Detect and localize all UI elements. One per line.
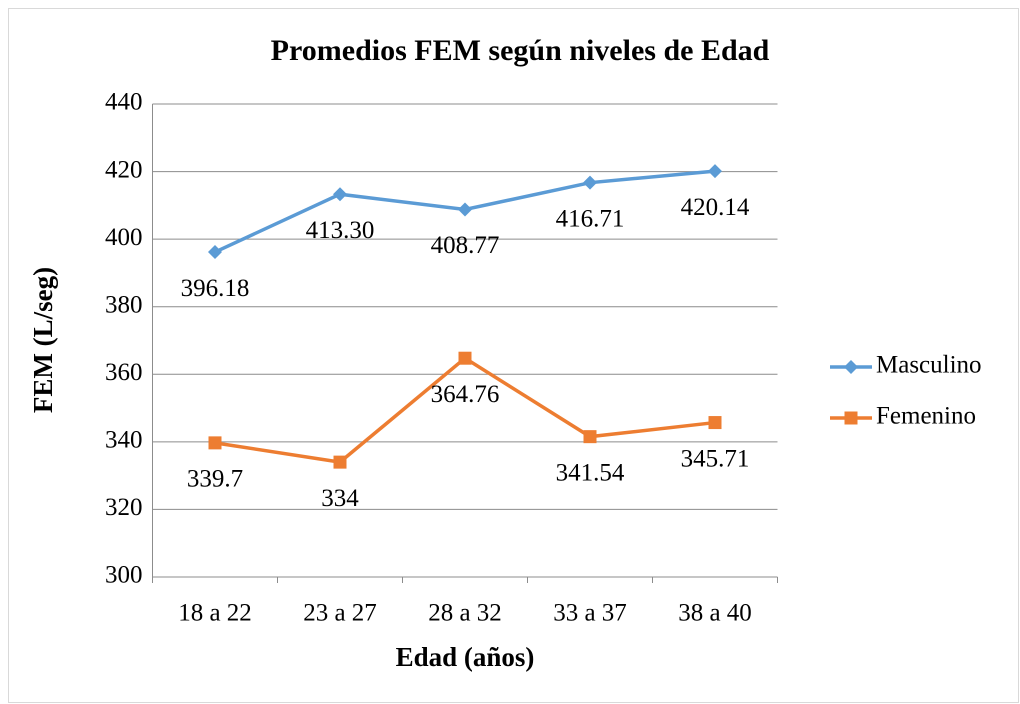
data-point (583, 430, 597, 444)
data-label: 416.71 (556, 205, 625, 232)
data-label: 413.30 (306, 217, 375, 244)
data-label: 345.71 (681, 445, 750, 472)
x-tick-label: 18 a 22 (178, 600, 252, 627)
legend-label: Femenino (876, 403, 976, 430)
x-tick-label: 33 a 37 (553, 600, 627, 627)
x-tick-label: 23 a 27 (303, 600, 377, 627)
y-tick-label: 440 (105, 89, 143, 116)
y-tick-label: 400 (105, 224, 143, 251)
chart-title: Promedios FEM según niveles de Edad (271, 34, 770, 67)
y-tick-label: 380 (105, 291, 143, 318)
data-point (583, 175, 597, 190)
y-tick-label: 320 (105, 494, 143, 521)
chart-border (8, 8, 1019, 703)
data-label: 396.18 (181, 275, 250, 302)
data-point (333, 187, 347, 202)
data-point (458, 351, 472, 365)
data-label: 339.7 (187, 466, 243, 493)
data-point (708, 416, 722, 430)
data-point (208, 436, 222, 450)
data-point (333, 455, 347, 469)
y-tick-label: 420 (105, 156, 143, 183)
x-tick-label: 38 a 40 (678, 600, 752, 627)
legend-label: Masculino (876, 352, 982, 379)
data-point (208, 245, 222, 260)
legend-marker (844, 411, 858, 425)
data-point (458, 202, 472, 217)
legend-marker (844, 360, 858, 374)
data-label: 408.77 (431, 232, 500, 259)
y-tick-label: 360 (105, 359, 143, 386)
x-tick-label: 28 a 32 (428, 600, 502, 627)
data-label: 420.14 (681, 194, 750, 221)
x-axis-label: Edad (años) (396, 642, 535, 672)
y-tick-label: 300 (105, 562, 143, 589)
data-point (708, 164, 722, 179)
y-tick-label: 340 (105, 427, 143, 454)
data-label: 334 (321, 485, 359, 512)
data-label: 364.76 (431, 381, 500, 408)
data-label: 341.54 (556, 459, 625, 486)
y-axis-label: FEM (L/seg) (28, 267, 58, 413)
